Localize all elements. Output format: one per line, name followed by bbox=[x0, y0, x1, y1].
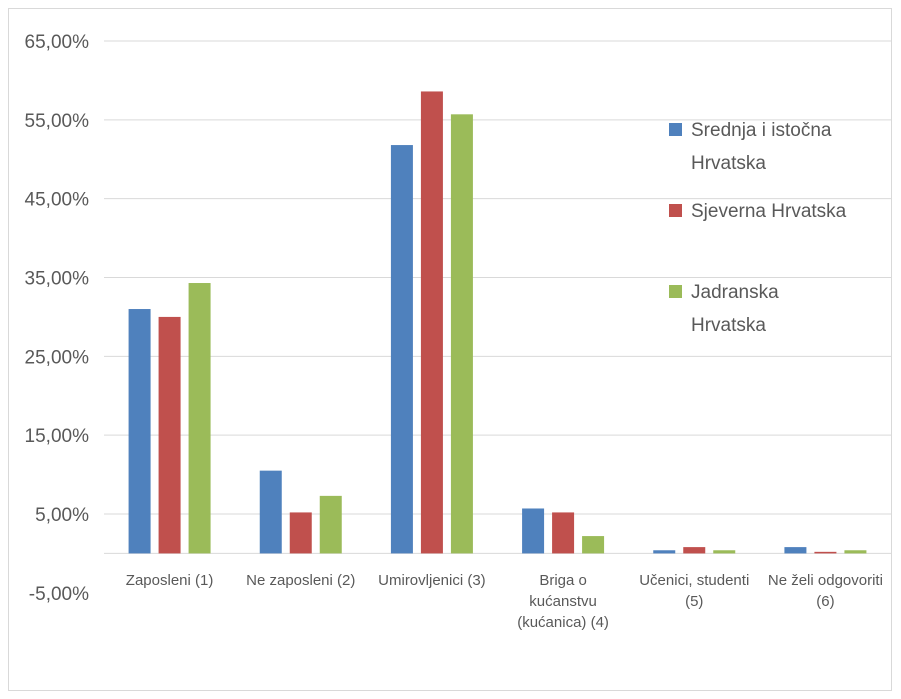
legend-label-line: Sjeverna Hrvatska bbox=[691, 201, 847, 222]
legend-label: Srednja i istočna Hrvatska bbox=[691, 120, 832, 174]
x-tick-label: Zaposleni (1) bbox=[126, 572, 214, 589]
bar bbox=[653, 550, 676, 554]
legend-label-line: Hrvatska bbox=[691, 315, 766, 336]
bar bbox=[188, 283, 211, 554]
x-tick-label-line: (5) bbox=[685, 593, 703, 610]
bar-chart: 65,00% 55,00% 45,00% 35,00% 25,00% 15,00% 5,00… bbox=[25, 32, 891, 631]
x-tick-label-line: Ne zaposleni (2) bbox=[246, 572, 355, 589]
bar bbox=[683, 547, 706, 554]
chart-frame: 65,00% 55,00% 45,00% 35,00% 25,00% 15,00% 5,00… bbox=[8, 8, 892, 691]
legend-swatch bbox=[669, 123, 682, 136]
x-tick-label-line: Ne želi odgovoriti bbox=[768, 572, 883, 589]
legend-label: Jadranska Hrvatska bbox=[691, 282, 779, 336]
bar bbox=[289, 512, 312, 554]
legend-label-line: Jadranska bbox=[691, 282, 779, 303]
x-tick-label-line: Učenici, studenti bbox=[639, 572, 749, 589]
y-tick-label: 45,00% bbox=[25, 190, 90, 211]
y-tick-label: 55,00% bbox=[25, 111, 90, 132]
y-tick-label: 35,00% bbox=[25, 269, 90, 290]
y-tick-label: 65,00% bbox=[25, 32, 90, 53]
bar bbox=[582, 536, 605, 554]
bar bbox=[450, 114, 473, 554]
legend-label-line: Srednja i istočna bbox=[691, 120, 832, 141]
x-tick-label-line: kućanstvu bbox=[529, 593, 597, 610]
bar bbox=[319, 495, 342, 554]
bar bbox=[420, 91, 443, 554]
legend-label-line: Hrvatska bbox=[691, 153, 766, 174]
y-tick-label: 5,00% bbox=[35, 505, 89, 526]
bar bbox=[390, 145, 413, 554]
x-tick-label: Ne želi odgovoriti (6) bbox=[768, 572, 883, 610]
bar bbox=[128, 309, 151, 554]
legend-label: Sjeverna Hrvatska bbox=[691, 201, 847, 222]
x-tick-label: Učenici, studenti (5) bbox=[639, 572, 749, 610]
bar bbox=[552, 512, 575, 554]
bar bbox=[259, 470, 282, 554]
x-tick-label: Briga o kućanstvu (kućanica) (4) bbox=[517, 572, 609, 631]
y-tick-label: 25,00% bbox=[25, 347, 90, 368]
bar bbox=[814, 551, 837, 554]
y-tick-label: -5,00% bbox=[29, 584, 89, 605]
x-tick-label-line: Umirovljenici (3) bbox=[378, 572, 486, 589]
bar bbox=[844, 550, 867, 554]
x-tick-label-line: Briga o bbox=[539, 572, 587, 589]
x-tick-label: Umirovljenici (3) bbox=[378, 572, 486, 589]
bar bbox=[784, 547, 807, 554]
bar bbox=[158, 316, 181, 554]
y-tick-label: 15,00% bbox=[25, 426, 90, 447]
x-tick-label: Ne zaposleni (2) bbox=[246, 572, 355, 589]
legend-swatch bbox=[669, 204, 682, 217]
bar bbox=[713, 550, 736, 554]
x-tick-label-line: Zaposleni (1) bbox=[126, 572, 214, 589]
bar bbox=[522, 508, 545, 554]
legend-swatch bbox=[669, 285, 682, 298]
x-tick-label-line: (kućanica) (4) bbox=[517, 614, 609, 631]
x-tick-label-line: (6) bbox=[816, 593, 834, 610]
